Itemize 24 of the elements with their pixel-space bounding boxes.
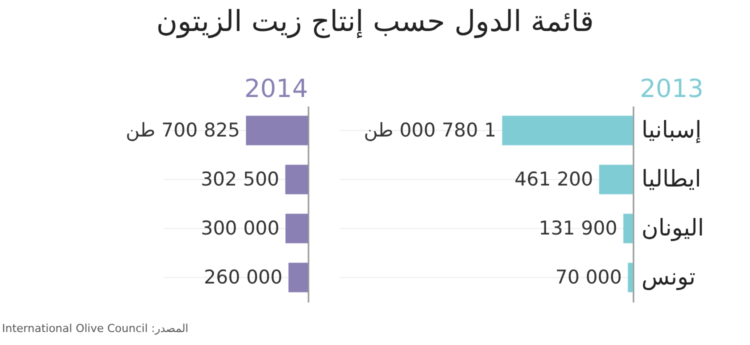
bar xyxy=(288,262,308,292)
data-label: 1 780 000 طن xyxy=(364,120,496,142)
chart-subtitle: 2013 xyxy=(640,74,704,103)
bar xyxy=(285,164,308,194)
bar xyxy=(628,262,633,292)
y-tick-label: ايطاليا xyxy=(642,166,702,192)
y-tick-label: إسبانيا xyxy=(642,118,702,144)
text: المصدر: International Olive Council xyxy=(2,322,188,335)
chart-title: قائمة الدول حسب إنتاج زيت الزيتون xyxy=(155,4,595,38)
data-label: 461 200 xyxy=(514,168,594,190)
bar xyxy=(502,116,633,146)
bar xyxy=(599,164,633,194)
bar xyxy=(246,116,308,146)
bar xyxy=(285,214,308,244)
data-label: 260 000 xyxy=(204,266,282,288)
data-label: 131 900 xyxy=(538,218,618,240)
bar xyxy=(623,214,633,244)
chart-title: 2014 xyxy=(244,74,308,103)
data-label: 825 700 طن xyxy=(126,120,240,142)
data-label: 70 000 xyxy=(555,266,622,288)
data-label: 300 000 xyxy=(200,218,280,240)
data-label: 302 500 xyxy=(200,168,280,190)
y-tick-label: تونس xyxy=(642,264,696,290)
y-tick-label: اليونان xyxy=(642,216,704,242)
